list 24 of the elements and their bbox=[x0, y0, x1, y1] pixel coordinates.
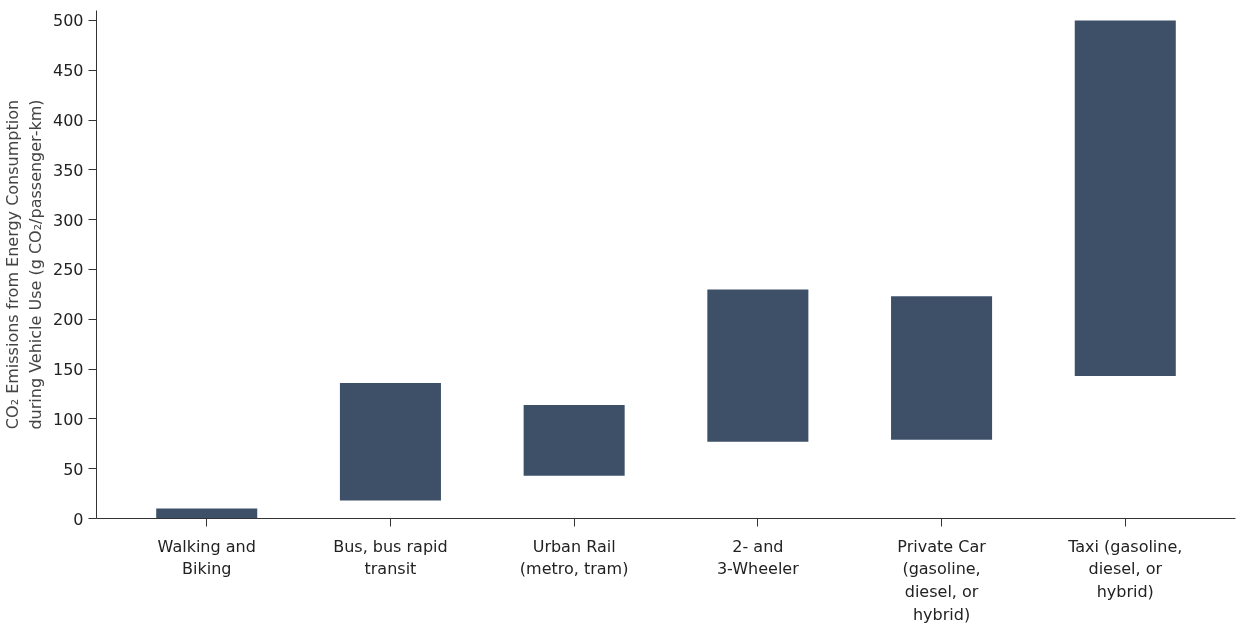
x-tick-label: Private Car (gasoline, diesel, or hybrid) bbox=[897, 536, 987, 624]
y-tick-label: 50 bbox=[63, 459, 84, 479]
y-tick-label: 100 bbox=[52, 409, 84, 429]
bar bbox=[891, 296, 993, 440]
y-tick-label: 250 bbox=[52, 260, 84, 280]
y-tick-label: 350 bbox=[52, 160, 84, 180]
bar bbox=[339, 383, 441, 501]
x-tick-label: Bus, bus rapid transit bbox=[333, 536, 448, 579]
y-tick-label: 200 bbox=[52, 310, 84, 330]
y-tick-label: 400 bbox=[52, 111, 84, 131]
y-tick-label: 300 bbox=[52, 210, 84, 230]
bar bbox=[707, 289, 809, 442]
bar bbox=[156, 508, 258, 519]
y-axis-title: CO₂ Emissions from Energy Consumption during Vehicle Use (g CO₂/passenger-km) bbox=[3, 99, 45, 430]
y-tick-label: 0 bbox=[73, 509, 84, 529]
x-tick-label: Urban Rail (metro, tram) bbox=[519, 536, 629, 579]
y-tick-label: 500 bbox=[52, 11, 84, 31]
bar bbox=[1074, 20, 1176, 377]
x-tick-label: 2- and 3-Wheeler bbox=[716, 536, 800, 579]
y-tick-label: 150 bbox=[52, 360, 84, 380]
x-tick-label: Walking and Biking bbox=[157, 536, 256, 579]
bar bbox=[523, 404, 625, 476]
x-tick-label: Taxi (gasoline, diesel, or hybrid) bbox=[1067, 536, 1183, 602]
y-tick-label: 450 bbox=[52, 61, 84, 81]
